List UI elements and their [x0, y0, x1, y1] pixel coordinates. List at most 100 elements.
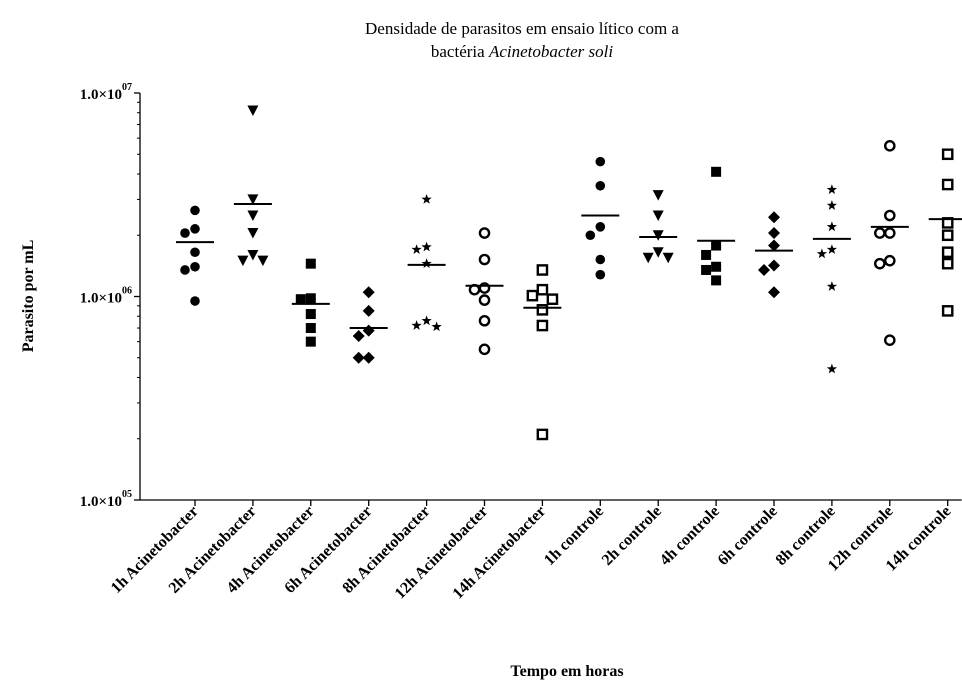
data-point: [874, 227, 886, 239]
data-point: [362, 304, 375, 317]
data-point: [247, 210, 259, 222]
data-point: [874, 257, 886, 270]
data-point: [478, 227, 491, 239]
data-point: [941, 229, 954, 242]
data-point: [758, 263, 770, 276]
data-point: [411, 244, 422, 254]
data-point: [431, 321, 442, 332]
data-point: [237, 255, 249, 267]
data-point: [768, 259, 780, 272]
data-point: [642, 252, 654, 264]
data-points: [180, 105, 954, 441]
data-point: [526, 289, 539, 302]
data-point: [662, 252, 674, 264]
x-tick-label: 4h controle: [657, 503, 723, 569]
data-point: [884, 227, 896, 239]
data-point: [816, 248, 828, 259]
data-point: [305, 293, 316, 304]
data-point: [941, 148, 954, 161]
data-point: [362, 286, 375, 299]
data-point: [701, 264, 712, 275]
data-point: [826, 200, 838, 210]
data-point: [884, 209, 896, 222]
chart-title-line2-italic: Acinetobacter soli: [488, 42, 613, 61]
data-point: [362, 351, 375, 364]
data-point: [247, 228, 259, 239]
data-point: [595, 222, 606, 232]
data-point: [595, 254, 606, 265]
x-tick-label: 6h controle: [715, 503, 781, 569]
data-point: [826, 244, 838, 254]
data-point: [595, 180, 606, 191]
data-point: [352, 351, 365, 364]
data-point: [190, 205, 200, 216]
data-point: [826, 281, 838, 291]
data-point: [411, 320, 422, 330]
data-point: [884, 334, 896, 346]
data-point: [478, 343, 491, 356]
data-point: [941, 305, 954, 317]
data-point: [652, 210, 664, 222]
data-point: [305, 336, 316, 347]
data-point: [711, 166, 722, 177]
data-point: [352, 329, 365, 342]
data-point: [247, 194, 259, 205]
data-point: [421, 194, 432, 204]
data-point: [585, 230, 596, 241]
y-ticks: 1.0×1007 1.0×1006 1.0×1005: [80, 82, 140, 510]
data-point: [941, 178, 954, 191]
data-point: [652, 190, 664, 201]
data-point: [295, 294, 306, 305]
data-point: [247, 249, 259, 261]
data-point: [478, 253, 491, 266]
data-point: [180, 265, 190, 275]
x-tick-label: 2h controle: [599, 503, 665, 569]
data-point: [247, 105, 259, 117]
data-point: [478, 314, 491, 327]
data-point: [768, 239, 780, 252]
data-point: [884, 254, 896, 267]
data-point: [257, 255, 269, 267]
x-tick-label: 1h controle: [541, 503, 607, 569]
y-axis-label: Parasito por mL: [20, 240, 37, 353]
data-point: [595, 269, 606, 280]
data-point: [536, 264, 549, 276]
chart-title-line1: Densidade de parasitos em ensaio lítico …: [365, 19, 679, 38]
data-point: [826, 184, 838, 195]
data-point: [711, 261, 722, 272]
data-point: [941, 257, 954, 270]
data-point: [546, 293, 559, 305]
data-point: [421, 258, 432, 269]
y-tick-label: 1.0×1007: [80, 82, 132, 103]
data-point: [826, 363, 838, 374]
data-point: [190, 261, 200, 272]
data-point: [711, 240, 722, 251]
data-point: [305, 309, 316, 320]
chart-title-line2-prefix: bactéria: [431, 42, 489, 61]
data-point: [595, 156, 606, 167]
data-point: [941, 246, 954, 259]
data-point: [768, 227, 780, 240]
data-point: [190, 247, 200, 258]
data-point: [701, 249, 712, 260]
data-point: [652, 230, 664, 241]
data-point: [305, 323, 316, 334]
data-point: [305, 258, 316, 269]
data-point: [536, 428, 549, 441]
data-point: [190, 296, 200, 306]
x-axis-label: Tempo em horas: [510, 663, 623, 680]
data-point: [768, 211, 780, 224]
y-tick-label: 1.0×1006: [80, 286, 132, 307]
chart-title-line2: bactéria Acinetobacter soli: [431, 42, 613, 61]
data-point: [711, 275, 722, 286]
data-point: [362, 324, 375, 337]
data-point: [652, 247, 664, 258]
data-point: [536, 283, 549, 296]
data-point: [884, 140, 896, 152]
data-point: [478, 294, 491, 306]
data-point: [768, 286, 780, 299]
data-point: [190, 224, 200, 234]
mean-lines: [176, 202, 962, 330]
data-point: [536, 319, 549, 332]
